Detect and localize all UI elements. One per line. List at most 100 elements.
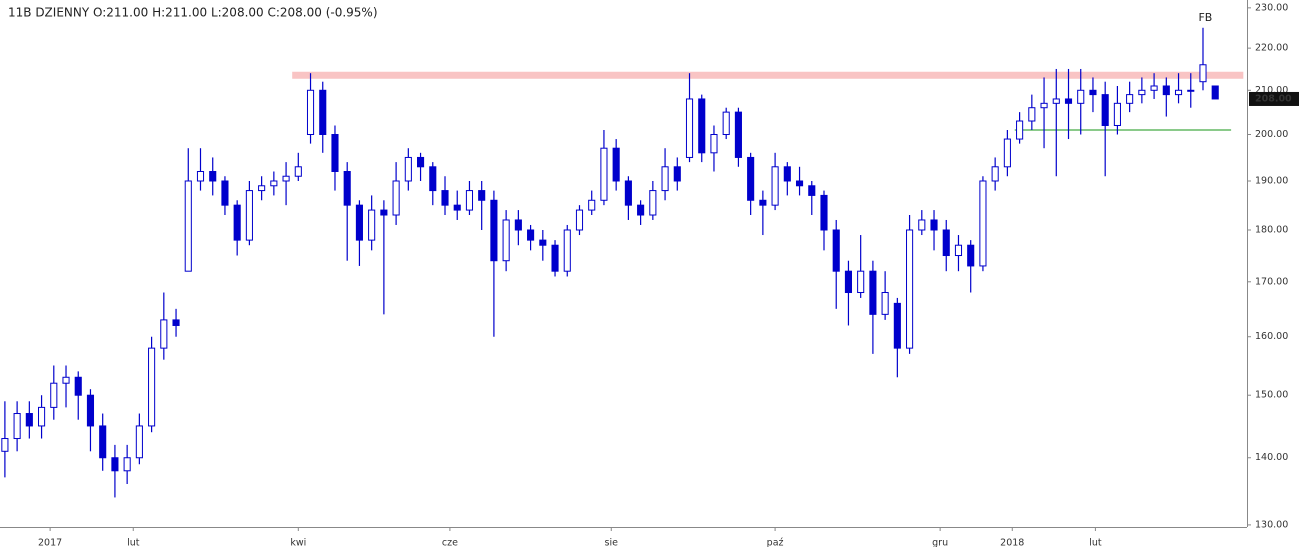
candle-body bbox=[111, 457, 119, 472]
candle-body bbox=[99, 425, 107, 459]
candle-body bbox=[624, 180, 632, 206]
candle-body bbox=[1211, 85, 1219, 100]
candle-body bbox=[563, 229, 571, 272]
candle-body bbox=[1028, 107, 1036, 122]
candle-body bbox=[783, 166, 791, 182]
candle-body bbox=[184, 180, 192, 272]
last-price-box bbox=[1249, 91, 1299, 106]
candle-body bbox=[551, 244, 559, 272]
candle-body bbox=[1, 438, 9, 452]
candle-body bbox=[258, 185, 266, 192]
y-tick-label: 170.00 bbox=[1255, 276, 1288, 287]
x-tick-label: 2017 bbox=[38, 538, 62, 547]
candle-body bbox=[1150, 85, 1158, 91]
candle-body bbox=[270, 180, 278, 187]
candle-body bbox=[355, 204, 363, 241]
candle-body bbox=[294, 166, 302, 177]
candle-body bbox=[795, 180, 804, 187]
candle-body bbox=[441, 190, 449, 206]
candle-body bbox=[380, 209, 388, 216]
candle-body bbox=[331, 134, 339, 173]
x-tick-label: kwi bbox=[290, 538, 306, 547]
y-tick-label: 140.00 bbox=[1255, 452, 1288, 463]
candle-body bbox=[1162, 85, 1170, 96]
chart-title: 11B DZIENNY O:211.00 H:211.00 L:208.00 C… bbox=[8, 6, 378, 20]
candle-body bbox=[759, 199, 767, 206]
candle-body bbox=[404, 156, 412, 182]
x-tick-label: lut bbox=[127, 538, 140, 547]
candle-body bbox=[967, 244, 975, 267]
candle-body bbox=[148, 347, 156, 427]
candle-body bbox=[588, 199, 596, 211]
candle-body bbox=[25, 413, 33, 427]
candle-body bbox=[869, 270, 877, 315]
candle-body bbox=[135, 425, 143, 459]
candle-body bbox=[74, 376, 82, 396]
y-tick-label: 210.00 bbox=[1255, 85, 1288, 96]
x-tick-label: 2018 bbox=[1000, 538, 1024, 547]
candle-body bbox=[86, 394, 95, 427]
candle-body bbox=[50, 382, 58, 408]
candle-body bbox=[1199, 64, 1207, 83]
candle-body bbox=[649, 190, 657, 216]
candle-body bbox=[747, 156, 755, 201]
candle-body bbox=[539, 239, 547, 246]
candle-body bbox=[282, 175, 290, 182]
candle-body bbox=[453, 204, 461, 211]
candle-body bbox=[160, 319, 168, 349]
candle-body bbox=[832, 229, 840, 272]
candle-body bbox=[893, 302, 901, 349]
candle-body bbox=[368, 209, 376, 241]
x-tick-label: gru bbox=[932, 538, 948, 547]
candle-body bbox=[1089, 89, 1097, 96]
y-tick-label: 180.00 bbox=[1255, 224, 1288, 235]
candle-body bbox=[221, 180, 229, 206]
candle-body bbox=[233, 204, 241, 241]
y-tick-label: 230.00 bbox=[1255, 2, 1288, 13]
candle-body bbox=[722, 111, 730, 136]
candle-body bbox=[820, 194, 828, 231]
candle-body bbox=[319, 89, 327, 136]
candle-body bbox=[918, 219, 926, 231]
candle-body bbox=[930, 219, 938, 231]
annotation: FB bbox=[1198, 11, 1212, 24]
candle-body bbox=[1174, 89, 1183, 96]
candle-body bbox=[13, 413, 21, 440]
candle-body bbox=[465, 190, 474, 211]
y-tick-label: 150.00 bbox=[1255, 390, 1288, 401]
candle-body bbox=[942, 229, 950, 257]
candle-body bbox=[575, 209, 584, 231]
candle-body bbox=[123, 457, 131, 472]
candle-body bbox=[734, 111, 742, 158]
candle-body bbox=[1040, 102, 1048, 109]
candle-body bbox=[906, 229, 914, 349]
candle-body bbox=[1187, 89, 1195, 92]
candle-body bbox=[527, 229, 535, 241]
candle-body bbox=[600, 147, 608, 201]
last-price-label: 208.00 bbox=[1255, 93, 1292, 104]
candle-body bbox=[661, 166, 669, 192]
x-tick-label: sie bbox=[605, 538, 619, 547]
candle-body bbox=[502, 219, 510, 262]
candle-body bbox=[514, 219, 522, 231]
candle-body bbox=[245, 190, 253, 241]
candle-body bbox=[209, 171, 217, 182]
candle-body bbox=[612, 147, 620, 182]
candle-body bbox=[343, 171, 351, 206]
candle-body bbox=[1064, 98, 1073, 104]
candle-body bbox=[1016, 120, 1024, 140]
candle-body bbox=[478, 190, 486, 201]
candle-body bbox=[1052, 98, 1060, 104]
candle-body bbox=[637, 204, 645, 216]
candle-body bbox=[490, 199, 498, 262]
x-tick-label: paź bbox=[767, 538, 784, 547]
x-tick-label: lut bbox=[1089, 538, 1102, 547]
candle-body bbox=[429, 166, 437, 192]
x-tick-label: cze bbox=[442, 538, 458, 547]
candle-body bbox=[392, 180, 400, 216]
candle-body bbox=[1126, 94, 1134, 104]
candle-body bbox=[954, 244, 963, 257]
candle-body bbox=[844, 270, 853, 294]
